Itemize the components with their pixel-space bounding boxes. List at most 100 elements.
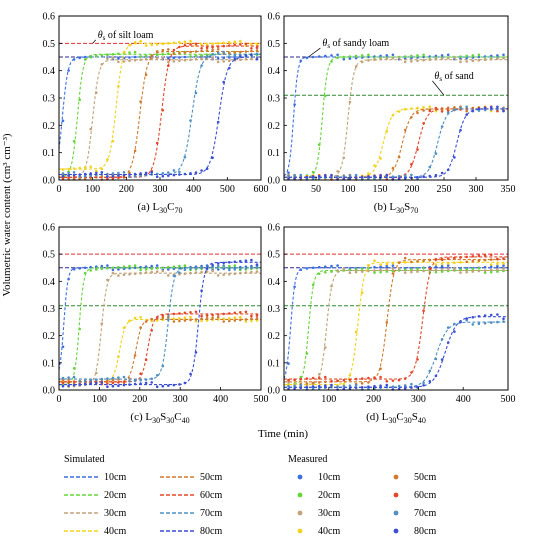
- measured-point-40cm: [397, 110, 401, 113]
- measured-point-40cm: [391, 114, 395, 117]
- measured-point-60cm: [250, 314, 253, 318]
- measured-point-20cm: [342, 55, 346, 59]
- measured-point-70cm: [194, 267, 198, 270]
- measured-point-10cm: [330, 54, 333, 57]
- measured-point-70cm: [293, 384, 296, 388]
- measured-point-60cm: [144, 358, 148, 362]
- measured-point-70cm: [194, 91, 198, 95]
- measured-point-60cm: [293, 378, 296, 382]
- measured-point-10cm: [128, 56, 131, 59]
- measured-point-50cm: [189, 50, 192, 54]
- measured-point-70cm: [250, 266, 253, 270]
- y-tick-label: 0.1: [268, 148, 281, 159]
- measured-point-60cm: [422, 309, 425, 313]
- measured-point-20cm: [194, 54, 198, 58]
- measured-point-50cm: [61, 378, 65, 382]
- measured-point-40cm: [354, 330, 358, 334]
- measured-point-60cm: [342, 378, 346, 382]
- measured-point-10cm: [342, 57, 346, 61]
- measured-point-50cm: [244, 50, 248, 53]
- measured-point-60cm: [410, 371, 413, 374]
- measured-point-80cm: [496, 313, 499, 316]
- measured-point-40cm: [373, 259, 376, 263]
- measured-point-20cm: [106, 53, 109, 57]
- measured-point-70cm: [299, 173, 303, 177]
- measured-point-10cm: [293, 103, 296, 106]
- x-tick-label: 0: [57, 394, 62, 405]
- measured-point-60cm: [67, 176, 70, 180]
- legend-measured-label: 40cm: [318, 526, 340, 537]
- measured-point-80cm: [95, 171, 98, 175]
- measured-point-60cm: [287, 378, 290, 382]
- measured-point-70cm: [446, 326, 450, 329]
- measured-point-50cm: [410, 116, 413, 119]
- measured-point-30cm: [128, 273, 131, 276]
- measured-point-40cm: [422, 106, 425, 109]
- measured-point-30cm: [144, 271, 148, 274]
- annotation-label: θs of sand: [434, 71, 473, 83]
- measured-point-10cm: [336, 53, 339, 57]
- simulated-curve-50cm: [59, 318, 261, 383]
- measured-point-50cm: [403, 256, 407, 260]
- y-tick-label: 0.2: [43, 331, 56, 342]
- measured-point-50cm: [416, 260, 419, 263]
- measured-point-80cm: [403, 387, 407, 390]
- measured-point-50cm: [183, 51, 187, 54]
- plot-frame: [58, 15, 262, 181]
- y-tick-label: 0.3: [268, 304, 281, 315]
- measured-point-80cm: [106, 385, 109, 389]
- measured-point-30cm: [228, 273, 231, 276]
- simulated-curve-80cm: [59, 261, 261, 386]
- measured-point-50cm: [471, 259, 475, 263]
- measured-point-80cm: [183, 172, 187, 176]
- measured-point-60cm: [299, 377, 303, 381]
- measured-point-70cm: [293, 174, 296, 177]
- measured-point-20cm: [471, 267, 475, 271]
- measured-point-10cm: [167, 268, 170, 271]
- annotation-label: θs of silt loam: [98, 30, 154, 42]
- measured-point-50cm: [172, 320, 176, 323]
- measured-point-50cm: [161, 48, 165, 52]
- measured-point-70cm: [167, 171, 170, 174]
- measured-point-10cm: [78, 267, 81, 270]
- measured-point-80cm: [422, 175, 425, 178]
- measured-point-20cm: [122, 265, 126, 269]
- measured-point-30cm: [183, 272, 187, 276]
- measured-point-70cm: [489, 321, 493, 324]
- measured-point-10cm: [78, 56, 81, 60]
- measured-point-20cm: [434, 270, 438, 274]
- measured-point-30cm: [330, 284, 333, 288]
- measured-point-20cm: [139, 55, 142, 58]
- measured-point-80cm: [78, 383, 81, 386]
- x-tick-label: 50: [311, 184, 321, 195]
- measured-point-80cm: [89, 172, 92, 175]
- measured-point-60cm: [228, 312, 231, 315]
- measured-point-40cm: [367, 263, 370, 267]
- measured-point-50cm: [317, 381, 321, 384]
- measured-point-50cm: [167, 48, 170, 51]
- simulated-curve-40cm: [59, 42, 261, 170]
- measured-point-60cm: [477, 254, 481, 258]
- simulated-curve-60cm: [284, 256, 508, 380]
- measured-point-80cm: [477, 107, 481, 111]
- measured-point-60cm: [205, 46, 209, 49]
- measured-point-50cm: [244, 318, 248, 321]
- measured-point-40cm: [385, 129, 389, 133]
- simulated-curve-20cm: [284, 269, 508, 386]
- measured-point-60cm: [155, 141, 159, 145]
- measured-point-40cm: [211, 42, 214, 46]
- measured-point-30cm: [440, 57, 444, 60]
- measured-point-70cm: [155, 374, 159, 377]
- measured-point-70cm: [178, 271, 181, 275]
- x-tick-label: 0: [282, 394, 287, 405]
- measured-point-30cm: [233, 272, 237, 276]
- simulated-curve-40cm: [59, 318, 261, 383]
- measured-point-50cm: [144, 73, 148, 77]
- plot-frame: [58, 226, 262, 391]
- measured-point-50cm: [144, 320, 148, 323]
- measured-point-40cm: [403, 108, 407, 111]
- measured-point-30cm: [342, 156, 346, 160]
- measured-point-20cm: [117, 265, 120, 269]
- measured-point-40cm: [342, 382, 346, 386]
- x-tick-label: 100: [321, 394, 336, 405]
